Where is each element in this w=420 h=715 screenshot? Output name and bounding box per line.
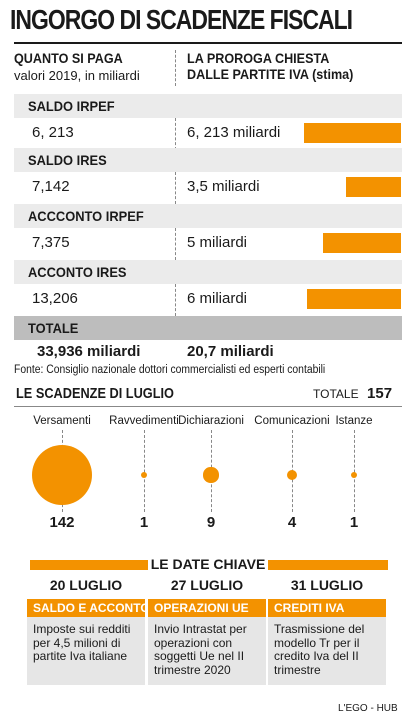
july-title: LE SCADENZE DI LUGLIO [16, 385, 174, 402]
left-header: QUANTO SI PAGA [14, 50, 123, 66]
row-separator [175, 118, 176, 150]
bubble-count: 4 [287, 514, 297, 531]
proroga-bar [307, 289, 401, 309]
bubble-category-label: Istanze [335, 415, 373, 427]
row-band [14, 94, 402, 118]
key-date-heading: CREDITI IVA [268, 599, 386, 617]
row-label: SALDO IRES [28, 152, 107, 168]
row-separator [175, 228, 176, 260]
july-rule [14, 406, 402, 407]
bubble-category-label: Versamenti [33, 415, 91, 427]
bubble-marker [32, 445, 92, 505]
key-date-description: Imposte sui redditi per 4,5 milioni di p… [27, 617, 145, 685]
july-total: TOTALE 157 [313, 385, 392, 403]
total-label: TOTALE [28, 320, 79, 336]
bubble-marker [203, 467, 219, 483]
total-paid: 33,936 miliardi [37, 343, 141, 360]
proroga-bar [346, 177, 401, 197]
left-subheader: valori 2019, in miliardi [14, 68, 140, 83]
row-paid-value: 6, 213 [32, 124, 74, 141]
proroga-bar [323, 233, 401, 253]
row-proroga-value: 3,5 miliardi [187, 178, 260, 195]
row-separator [175, 284, 176, 316]
bubble-count: 9 [206, 514, 216, 531]
title-rule [14, 42, 402, 44]
row-band [14, 260, 402, 284]
source-note: Fonte: Consiglio nazionale dottori comme… [14, 364, 326, 376]
row-proroga-value: 5 miliardi [187, 234, 248, 251]
row-paid-value: 13,206 [32, 290, 78, 307]
bubble-category-label: Dichiarazioni [178, 415, 244, 427]
key-date-description: Invio Intrastat per operazioni con sogge… [148, 617, 266, 685]
bubble-category-label: Ravvedimenti [109, 415, 179, 427]
bubble-marker [141, 472, 147, 478]
row-band [14, 204, 402, 228]
bubble-guide-line [144, 430, 145, 512]
total-proroga: 20,7 miliardi [187, 343, 274, 360]
bubble-count: 1 [139, 514, 149, 531]
key-date: 27 LUGLIO [170, 577, 244, 593]
bubble-marker [351, 472, 357, 478]
key-date: 20 LUGLIO [49, 577, 123, 593]
total-band [14, 316, 402, 340]
bubble-category-label: Comunicazioni [254, 415, 330, 427]
right-header-line2: DALLE PARTITE IVA (stima) [187, 66, 354, 82]
key-date-heading: SALDO E ACCONTO [27, 599, 150, 617]
row-band [14, 148, 402, 172]
header-separator [175, 50, 176, 86]
key-dates-bar-left [30, 560, 148, 570]
key-dates-bar-right [268, 560, 388, 570]
july-total-value: 157 [367, 385, 393, 402]
bubble-marker [286, 469, 298, 481]
page-title: INGORGO DI SCADENZE FISCALI [10, 4, 353, 35]
row-label: ACCONTO IRES [28, 264, 127, 280]
key-dates-title: LE DATE CHIAVE [150, 556, 266, 572]
row-proroga-value: 6, 213 miliardi [187, 124, 281, 141]
key-date: 31 LUGLIO [290, 577, 364, 593]
bubble-guide-line [354, 430, 355, 512]
key-date-heading: OPERAZIONI UE [148, 599, 266, 617]
row-paid-value: 7,142 [32, 178, 70, 195]
row-label: SALDO IRPEF [28, 98, 115, 114]
row-separator [175, 172, 176, 204]
row-paid-value: 7,375 [32, 234, 70, 251]
july-total-label: TOTALE [313, 387, 359, 401]
row-label: ACCCONTO IRPEF [28, 208, 144, 224]
bubble-count: 142 [49, 514, 75, 531]
proroga-bar [304, 123, 401, 143]
right-header-line1: LA PROROGA CHIESTA [187, 50, 330, 66]
credit: L'EGO - HUB [338, 703, 398, 714]
key-date-description: Trasmissione del modello Tr per il credi… [268, 617, 386, 685]
row-proroga-value: 6 miliardi [187, 290, 248, 307]
bubble-count: 1 [349, 514, 359, 531]
